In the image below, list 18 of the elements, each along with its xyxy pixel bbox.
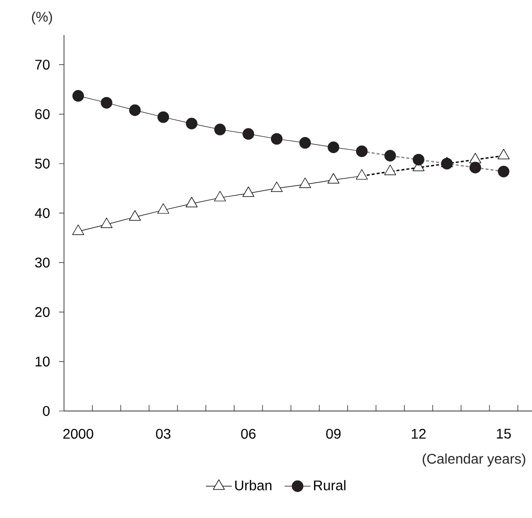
x-tick-label: 2000 <box>63 428 94 439</box>
y-tick-label: 60 <box>35 109 50 120</box>
y-tick-label: 40 <box>34 208 50 218</box>
y-tick-label: 20 <box>35 307 50 317</box>
y-tick-label: 10 <box>36 356 50 366</box>
legend-label: Rural <box>314 480 346 490</box>
x-axis-title: (Calendar years) <box>422 453 526 467</box>
legend-label: Urban <box>235 480 272 490</box>
y-tick-label: 30 <box>35 258 50 268</box>
x-tick-label: 06 <box>241 428 256 439</box>
y-tick-label: 0 <box>42 406 50 416</box>
y-tick-label: 70 <box>35 60 50 70</box>
y-tick-label: 50 <box>35 158 50 169</box>
y-axis-title: (%) <box>32 11 52 25</box>
x-tick-label: 15 <box>496 428 511 439</box>
x-tick-label: 09 <box>326 428 341 439</box>
x-tick-label: 12 <box>412 428 426 439</box>
x-tick-label: 03 <box>156 428 170 439</box>
